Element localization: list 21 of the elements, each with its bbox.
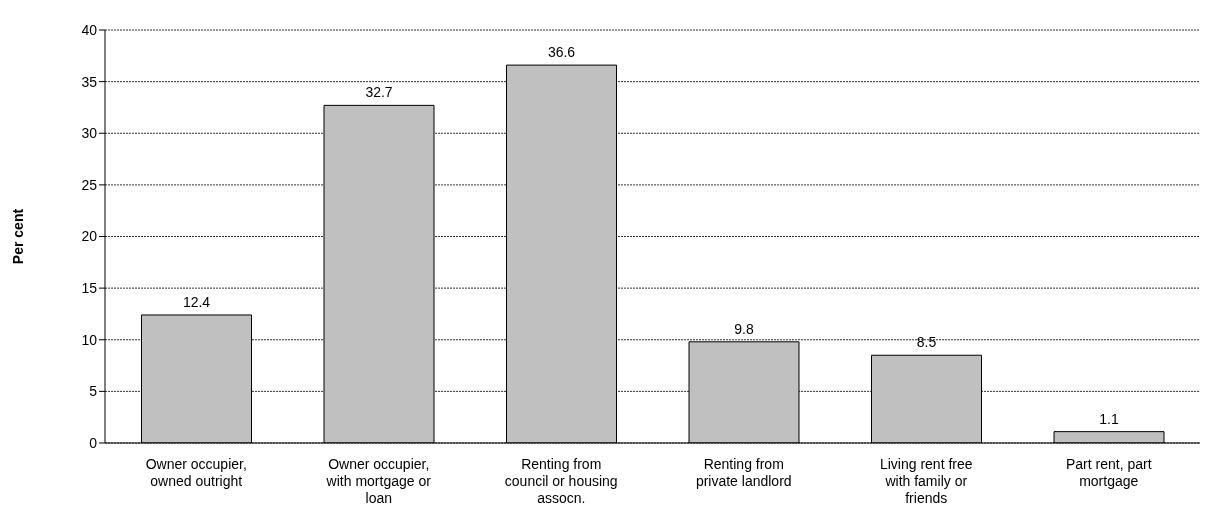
data-label: 1.1: [1099, 410, 1119, 427]
y-tick-label: 30: [81, 125, 98, 142]
y-axis-title: Per cent: [9, 208, 26, 265]
y-tick-label: 20: [81, 228, 98, 245]
x-tick-label: Living rent free with family or friends: [879, 456, 973, 506]
x-tick-label: Owner occupier, owned outright: [145, 456, 247, 489]
data-label: 36.6: [547, 44, 576, 61]
data-label: 12.4: [182, 293, 211, 310]
data-label: 9.8: [734, 320, 754, 337]
y-tick-label: 15: [81, 280, 98, 297]
y-tick-label: 0: [89, 434, 98, 451]
x-tick-label: Owner occupier, with mortgage or loan: [325, 456, 432, 506]
y-tick-label: 10: [81, 331, 98, 348]
x-tick-label: Renting from council or housing assocn.: [504, 456, 618, 506]
y-tick-label: 40: [81, 21, 98, 38]
y-tick-label: 5: [89, 383, 98, 400]
y-tick-label: 25: [81, 176, 98, 193]
data-label: 32.7: [365, 84, 393, 101]
y-tick-label: 35: [81, 73, 98, 90]
x-tick-label: Part rent, part mortgage: [1065, 456, 1152, 489]
x-tick-label: Renting from private landlord: [695, 456, 792, 489]
